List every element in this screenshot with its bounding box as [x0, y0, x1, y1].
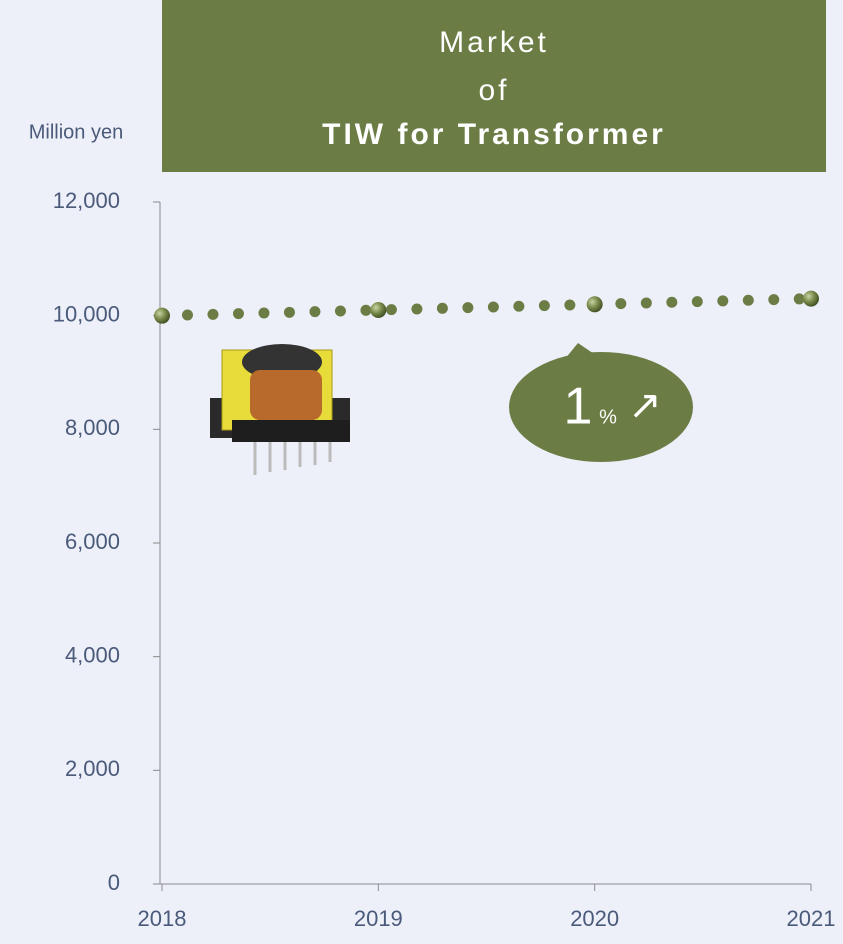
y-tick-label: 10,000 [53, 301, 120, 326]
y-axis-label: Million yen [29, 121, 123, 143]
x-tick-label: 2020 [570, 906, 619, 931]
point [586, 296, 603, 313]
y-tick-label: 4,000 [65, 642, 120, 667]
y-tick-label: 2,000 [65, 756, 120, 781]
point [370, 301, 387, 318]
x-tick-label: 2019 [354, 906, 403, 931]
y-tick-label: 12,000 [53, 188, 120, 213]
callout: 1 % ↗ [509, 343, 693, 462]
point [803, 290, 819, 307]
transformer-icon [210, 344, 350, 475]
y-tick-label: 8,000 [65, 415, 120, 440]
x-tick-label: 2018 [138, 906, 187, 931]
title-line: TIW for Transformer [322, 118, 666, 151]
callout-number: 1 [564, 378, 593, 436]
title-box [162, 0, 826, 172]
title-line: Market [439, 26, 549, 59]
y-tick-label: 0 [108, 870, 120, 895]
title-line: of [478, 74, 509, 107]
callout-unit: % [599, 406, 617, 428]
callout-arrow: ↗ [628, 384, 662, 428]
x-tick-label: 2021 [787, 906, 836, 931]
y-tick-label: 6,000 [65, 529, 120, 554]
point [154, 307, 170, 324]
